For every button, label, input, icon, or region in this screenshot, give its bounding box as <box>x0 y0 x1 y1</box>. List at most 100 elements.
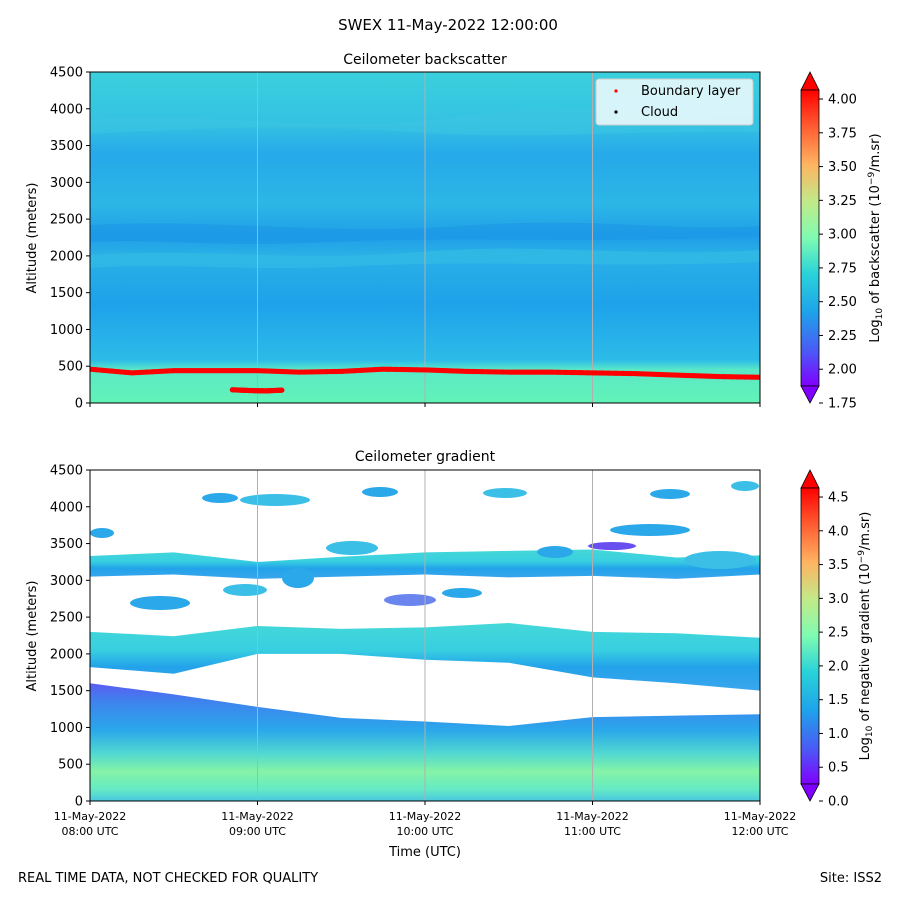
colorbar-tick-label: 3.00 <box>828 228 857 243</box>
colorbar-tick-label: 3.5 <box>828 558 849 573</box>
y-tick-label: 3500 <box>50 537 83 552</box>
gradient-colorbar-label: Log10 of negative gradient (10−9/m.sr) <box>857 512 875 761</box>
gradient-colorbar-top-arrow <box>800 469 820 489</box>
colorbar-tick-label: 4.5 <box>828 491 849 506</box>
gradient-colorbar: 0.0 0.5 1.0 1.5 2.0 2.5 3.0 3.5 4.0 4.5 Log10 of … <box>800 469 875 810</box>
speck <box>90 528 114 538</box>
x-tick-date: 11-May-2022 <box>54 810 126 823</box>
colorbar-tick-label: 2.5 <box>828 626 849 641</box>
x-tick-date: 11-May-2022 <box>389 810 461 823</box>
colorbar-tick-label: 3.50 <box>828 160 857 175</box>
y-tick-label: 1000 <box>50 323 83 338</box>
gradient-ylabel: Altitude (meters) <box>25 581 40 692</box>
colorbar-tick-label: 3.0 <box>828 592 849 607</box>
y-tick-label: 500 <box>58 360 83 375</box>
backscatter-x-ticks <box>89 403 761 407</box>
speck <box>384 594 436 606</box>
gradient-x-ticks: 11-May-2022 08:00 UTC 11-May-2022 09:00 UTC… <box>54 801 796 838</box>
speck <box>130 596 190 610</box>
legend-cloud-marker <box>614 110 618 114</box>
speck <box>326 541 378 555</box>
backscatter-colorbar-label: Log10 of backscatter (10−9/m.sr) <box>867 133 885 342</box>
y-tick-label: 4500 <box>50 464 83 479</box>
boundary-layer-series <box>90 366 760 394</box>
speck <box>240 494 310 506</box>
colorbar-tick-label: 3.25 <box>828 194 857 209</box>
colorbar-tick-label: 4.0 <box>828 524 849 539</box>
y-tick-label: 3000 <box>50 574 83 589</box>
y-tick-label: 1000 <box>50 721 83 736</box>
y-tick-label: 500 <box>58 758 83 773</box>
speck <box>588 542 636 550</box>
y-tick-label: 3000 <box>50 176 83 191</box>
cb2-label-rest: of negative gradient (10 <box>858 563 873 725</box>
footer-quality-note: REAL TIME DATA, NOT CHECKED FOR QUALITY <box>18 871 318 886</box>
y-tick-label: 2500 <box>50 213 83 228</box>
cb2-label-sub: 10 <box>865 725 875 737</box>
cb1-label-rest: of backscatter (10 <box>868 185 883 308</box>
speck <box>362 487 398 497</box>
speck <box>731 481 759 491</box>
legend-boundary-layer-marker <box>614 89 618 93</box>
cb1-label-main: Log <box>868 319 883 342</box>
speck <box>537 546 573 558</box>
gradient-colorbar-bottom-arrow <box>800 783 820 802</box>
legend-boundary-layer-label: Boundary layer <box>641 84 741 99</box>
cb1-label-end: /m.sr) <box>868 133 883 171</box>
y-tick-label: 1500 <box>50 684 83 699</box>
y-tick-label: 2000 <box>50 647 83 662</box>
gradient-speckle-patches <box>90 481 759 610</box>
gradient-panel: Ceilometer gradient <box>25 449 875 860</box>
speck <box>610 524 690 536</box>
backscatter-title: Ceilometer backscatter <box>343 52 507 68</box>
colorbar-tick-label: 2.75 <box>828 261 857 276</box>
backscatter-panel: Ceilometer backscatter 0 500 1000 1500 2000 2… <box>25 52 885 412</box>
y-tick-label: 2500 <box>50 611 83 626</box>
y-tick-label: 3500 <box>50 139 83 154</box>
boundary-layer-low-point <box>279 387 285 393</box>
speck <box>483 488 527 498</box>
cb2-label-end: /m.sr) <box>858 512 873 550</box>
backscatter-ylabel: Altitude (meters) <box>25 183 40 294</box>
speck <box>202 493 238 503</box>
colorbar-tick-label: 2.50 <box>828 295 857 310</box>
gradient-y-ticks: 0 500 1000 1500 2000 2500 3000 3500 4000 4500 <box>50 464 90 810</box>
colorbar-tick-label: 2.00 <box>828 363 857 378</box>
colorbar-tick-label: 1.75 <box>828 397 857 412</box>
backscatter-legend: Boundary layer Cloud <box>595 78 754 126</box>
backscatter-y-ticks: 0 500 1000 1500 2000 2500 3000 3500 4000 4500 <box>50 66 90 412</box>
y-tick-label: 0 <box>75 795 83 810</box>
colorbar-tick-label: 4.00 <box>828 93 857 108</box>
y-tick-label: 1500 <box>50 286 83 301</box>
legend-box <box>595 78 754 126</box>
y-tick-label: 4000 <box>50 102 83 117</box>
x-tick-time: 12:00 UTC <box>731 825 788 838</box>
colorbar-tick-label: 3.75 <box>828 126 857 141</box>
x-tick-time: 09:00 UTC <box>229 825 286 838</box>
gradient-colorbar-body <box>800 487 820 785</box>
gradient-colorbar-ticks: 0.0 0.5 1.0 1.5 2.0 2.5 3.0 3.5 4.0 4.5 <box>819 491 849 810</box>
backscatter-colorbar-top-arrow <box>800 71 820 91</box>
backscatter-colorbar-bottom-arrow <box>800 385 820 404</box>
speck <box>684 551 756 569</box>
colorbar-tick-label: 0.0 <box>828 795 849 810</box>
colorbar-tick-label: 1.5 <box>828 693 849 708</box>
figure-suptitle: SWEX 11-May-2022 12:00:00 <box>338 16 558 34</box>
x-tick-date: 11-May-2022 <box>724 810 796 823</box>
backscatter-gridlines <box>257 72 593 403</box>
colorbar-tick-label: 2.25 <box>828 329 857 344</box>
x-tick-time: 08:00 UTC <box>61 825 118 838</box>
gradient-title: Ceilometer gradient <box>355 449 496 465</box>
speck <box>223 584 267 596</box>
gradient-xlabel: Time (UTC) <box>388 845 461 860</box>
y-tick-label: 2000 <box>50 249 83 264</box>
cb2-label-sup: −9 <box>857 550 867 564</box>
boundary-layer-point <box>755 374 760 380</box>
colorbar-tick-label: 1.0 <box>828 727 849 742</box>
y-tick-label: 0 <box>75 397 83 412</box>
y-tick-label: 4000 <box>50 500 83 515</box>
cb1-label-sup: −9 <box>867 172 877 186</box>
speck <box>650 489 690 499</box>
footer-site-label: Site: ISS2 <box>820 871 882 886</box>
